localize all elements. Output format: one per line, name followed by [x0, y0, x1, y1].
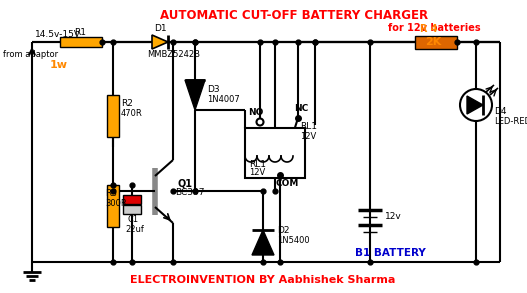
Text: D1: D1: [154, 24, 167, 33]
Text: R3: R3: [105, 189, 117, 198]
Text: for 12v batteries: for 12v batteries: [388, 23, 481, 33]
Text: 12V: 12V: [300, 132, 316, 141]
Polygon shape: [152, 35, 168, 49]
Text: BC337: BC337: [175, 188, 204, 197]
Text: 300R: 300R: [105, 199, 127, 208]
Bar: [107, 185, 119, 227]
Bar: [123, 195, 141, 204]
Text: LED-RED: LED-RED: [494, 117, 527, 126]
Text: 1N4007: 1N4007: [207, 95, 240, 104]
Bar: [123, 205, 141, 214]
Bar: [245, 128, 305, 178]
Text: 12v: 12v: [385, 212, 402, 221]
Polygon shape: [252, 230, 274, 255]
Text: R2: R2: [121, 99, 133, 108]
Text: R1: R1: [74, 28, 86, 37]
Text: D2: D2: [277, 226, 289, 235]
Polygon shape: [185, 80, 205, 110]
Text: MMBZ5242B: MMBZ5242B: [147, 50, 200, 59]
Text: R 4: R 4: [420, 24, 437, 34]
Bar: [60, 37, 102, 47]
Text: 470R: 470R: [121, 109, 143, 118]
Bar: [415, 36, 457, 49]
Polygon shape: [467, 96, 483, 114]
Text: B1 BATTERY: B1 BATTERY: [355, 248, 426, 258]
Text: ELECTROINVENTION BY Aabhishek Sharma: ELECTROINVENTION BY Aabhishek Sharma: [130, 275, 396, 285]
Text: D4: D4: [494, 107, 506, 116]
Text: 14.5v-15V: 14.5v-15V: [35, 30, 81, 39]
Text: 12V: 12V: [249, 168, 265, 177]
Text: 22uf: 22uf: [125, 225, 144, 234]
Bar: [107, 95, 119, 137]
Text: D3: D3: [207, 85, 220, 94]
Text: 1N5400: 1N5400: [277, 236, 310, 245]
Text: NO: NO: [248, 108, 264, 117]
Text: 2K: 2K: [425, 37, 441, 47]
Text: Q1: Q1: [177, 178, 192, 188]
Text: C1: C1: [127, 215, 138, 224]
Text: 1w: 1w: [50, 60, 68, 70]
Text: NC: NC: [294, 104, 308, 113]
Text: COM: COM: [276, 179, 299, 188]
Text: AUTOMATIC CUT-OFF BATTERY CHARGER: AUTOMATIC CUT-OFF BATTERY CHARGER: [160, 9, 428, 22]
Text: RL1: RL1: [300, 122, 317, 131]
Text: RL1: RL1: [249, 160, 266, 169]
Text: from adaptor: from adaptor: [3, 50, 58, 59]
